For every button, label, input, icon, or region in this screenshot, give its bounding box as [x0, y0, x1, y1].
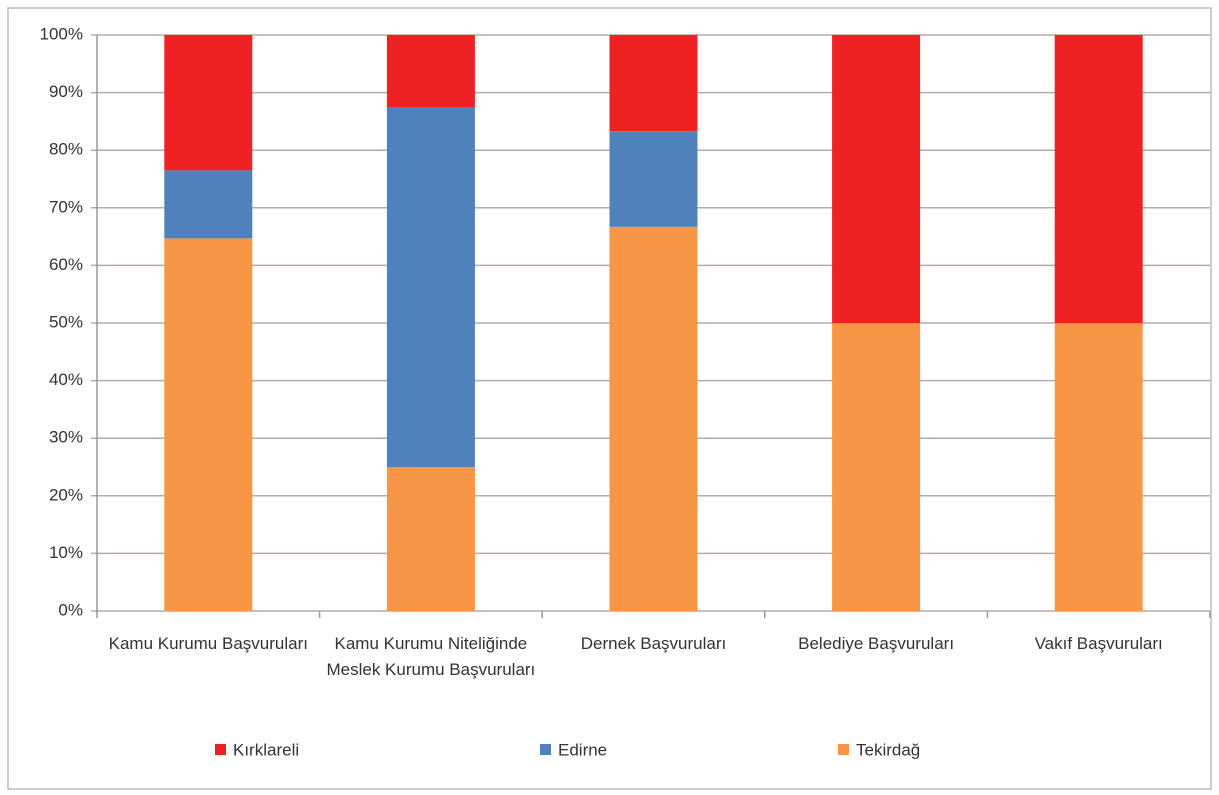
x-tick-label: Kamu Kurumu Başvuruları — [108, 634, 308, 653]
y-tick-label: 100% — [40, 24, 83, 43]
bar-segment — [386, 35, 475, 107]
legend-swatch — [540, 744, 551, 755]
y-tick-label: 60% — [49, 255, 83, 274]
bar-segment — [1054, 35, 1143, 323]
legend-label: Tekirdağ — [856, 740, 920, 759]
bar-segment — [609, 35, 698, 132]
y-tick-label: 40% — [49, 370, 83, 389]
bar-segment — [386, 107, 475, 467]
x-tick-label: Kamu Kurumu Niteliğinde Meslek Kurumu Ba… — [326, 634, 536, 679]
y-tick-label: 50% — [49, 312, 83, 331]
bar-segment — [609, 131, 698, 227]
y-tick-label: 70% — [49, 197, 83, 216]
bar-segment — [164, 238, 253, 611]
y-tick-label: 90% — [49, 82, 83, 101]
x-tick-label: Vakıf Başvuruları — [1034, 634, 1163, 653]
legend-swatch — [215, 744, 226, 755]
bar-segment — [386, 467, 475, 611]
x-tick-label: Belediye Başvuruları — [798, 634, 955, 653]
bar-segment — [164, 35, 253, 171]
bar-segment — [1054, 323, 1143, 611]
legend-label: Edirne — [558, 740, 607, 759]
y-tick-label: 0% — [58, 600, 83, 619]
legend-label: Kırklareli — [233, 740, 299, 759]
bar-segment — [609, 226, 698, 612]
bar-segment — [832, 35, 921, 323]
chart-border — [7, 7, 1212, 790]
legend-swatch — [838, 744, 849, 755]
bar-segment — [164, 170, 253, 239]
y-tick-label: 80% — [49, 140, 83, 159]
x-tick-label: Dernek Başvuruları — [580, 634, 727, 653]
bar-segment — [832, 323, 921, 611]
y-tick-label: 30% — [49, 428, 83, 447]
y-tick-label: 10% — [49, 543, 83, 562]
y-tick-label: 20% — [49, 485, 83, 504]
